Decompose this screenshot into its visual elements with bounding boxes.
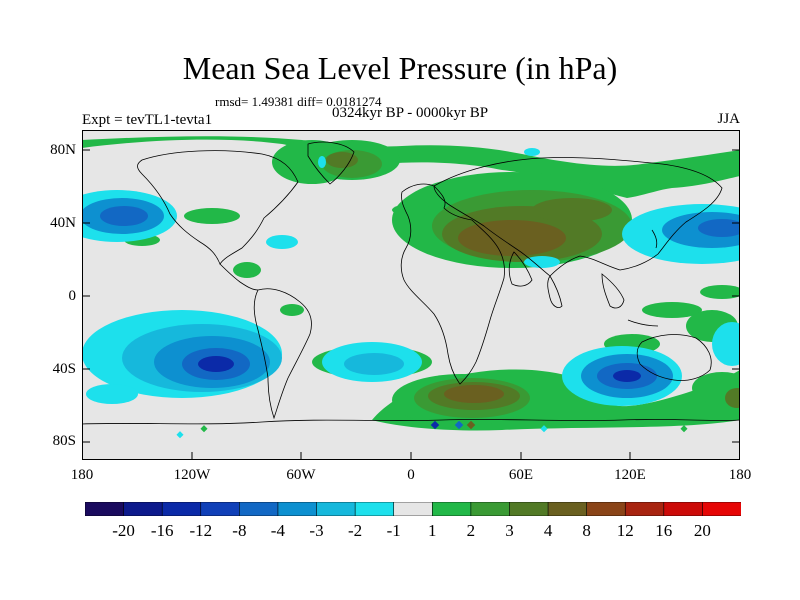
colorbar-label: 2 (466, 521, 476, 540)
colorbar-swatch (663, 502, 704, 516)
colorbar-label: 8 (582, 521, 591, 540)
lat-label-80n: 80N (50, 142, 76, 158)
positive-anomaly-regions (82, 130, 740, 318)
colorbar-label: 4 (543, 521, 553, 540)
lon-label-60w: 60W (286, 467, 316, 483)
colorbar-swatch (586, 502, 626, 516)
lon-label-180w: 180 (70, 467, 94, 483)
lat-label-40s: 40S (52, 361, 76, 377)
lon-label-120w: 120W (173, 467, 211, 483)
colorbar (85, 502, 741, 516)
stats-text: rmsd= 1.49381 diff= 0.0181274 (215, 94, 382, 109)
colorbar-swatch (509, 502, 549, 516)
negative-anomaly-regions (82, 148, 740, 406)
map-svg (82, 130, 740, 460)
colorbar-label: 3 (505, 521, 514, 540)
antarctic-noise (176, 420, 688, 439)
colorbar-label: -1 (386, 521, 401, 540)
colorbar-label: 20 (693, 521, 711, 540)
map-plot (82, 130, 740, 460)
chart-title: Mean Sea Level Pressure (in hPa) (182, 50, 618, 86)
season-label: JJA (717, 111, 740, 127)
period-text: 0324kyr BP - 0000kyr BP (331, 105, 489, 121)
colorbar-swatch (123, 502, 163, 516)
lon-label-60e: 60E (508, 467, 534, 483)
lat-label-80s: 80S (52, 433, 76, 449)
colorbar-swatch (316, 502, 356, 516)
colorbar-label: -20 (112, 521, 135, 540)
colorbar-label: -3 (309, 521, 324, 540)
colorbar-swatch (239, 502, 279, 516)
colorbar-label: 1 (428, 521, 437, 540)
colorbar-swatch (431, 502, 472, 516)
lat-label-0: 0 (68, 288, 77, 304)
tick-marks (82, 149, 740, 460)
experiment-label: Expt = tevTL1-tevta1 (82, 112, 213, 128)
colorbar-swatch (702, 502, 741, 516)
colorbar-label: 12 (616, 521, 634, 540)
colorbar-swatch (200, 502, 240, 516)
colorbar-swatch (354, 502, 395, 516)
colorbar-label: -16 (150, 521, 174, 540)
colorbar-label: -4 (270, 521, 285, 540)
lon-label-180e: 180 (728, 467, 752, 483)
colorbar-swatch (85, 502, 125, 516)
colorbar-swatch (161, 502, 202, 516)
colorbar-swatch (624, 502, 665, 516)
colorbar-swatch (547, 502, 588, 516)
lon-label-0: 0 (407, 467, 415, 483)
colorbar-swatch (393, 502, 433, 516)
colorbar-label: -8 (232, 521, 247, 540)
coastlines (82, 141, 740, 425)
lat-label-40n: 40N (50, 215, 76, 231)
colorbar-label: -12 (189, 521, 213, 540)
lon-label-120e: 120E (614, 467, 646, 483)
colorbar-swatch (470, 502, 511, 516)
colorbar-swatch (277, 502, 318, 516)
colorbar-label: -2 (348, 521, 363, 540)
colorbar-label: 16 (655, 521, 673, 540)
